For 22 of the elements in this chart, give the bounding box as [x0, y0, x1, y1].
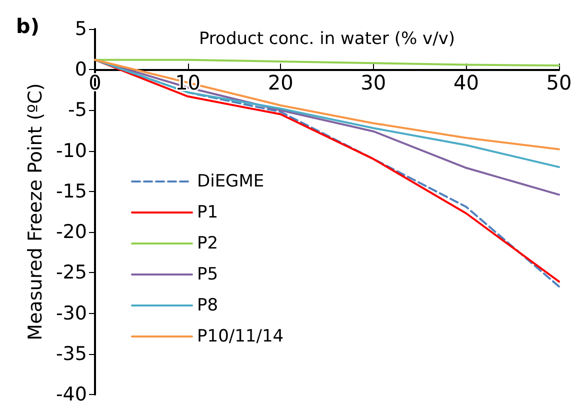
- legend-label: P10/11/14: [197, 326, 284, 346]
- y-tick-label: -20: [56, 221, 87, 244]
- y-tick-label: -10: [56, 140, 87, 162]
- y-tick-label: -30: [56, 302, 87, 324]
- legend-label: P1: [197, 202, 218, 222]
- y-axis-title: Measured Freeze Point (ºC): [24, 83, 47, 340]
- legend-label: P2: [197, 234, 218, 254]
- legend-label: P5: [197, 264, 218, 284]
- x-tick-label: 50: [546, 70, 572, 95]
- text: b): [16, 14, 40, 38]
- x-tick-label: 20: [268, 70, 294, 95]
- y-tick-label: -35: [56, 342, 87, 365]
- y-tick-label: -40: [56, 384, 87, 406]
- y-tick-label: 5: [74, 18, 87, 40]
- legend-label: P8: [197, 296, 218, 316]
- legend-label: DiEGME: [197, 172, 264, 192]
- y-tick-label: -15: [56, 180, 87, 202]
- x-tick-label: 30: [360, 70, 386, 95]
- y-tick-label: -25: [56, 262, 87, 284]
- x-axis-title: Product conc. in water (% v/v): [198, 29, 456, 50]
- y-tick-label: -5: [68, 99, 87, 122]
- x-tick-label: 40: [453, 70, 479, 95]
